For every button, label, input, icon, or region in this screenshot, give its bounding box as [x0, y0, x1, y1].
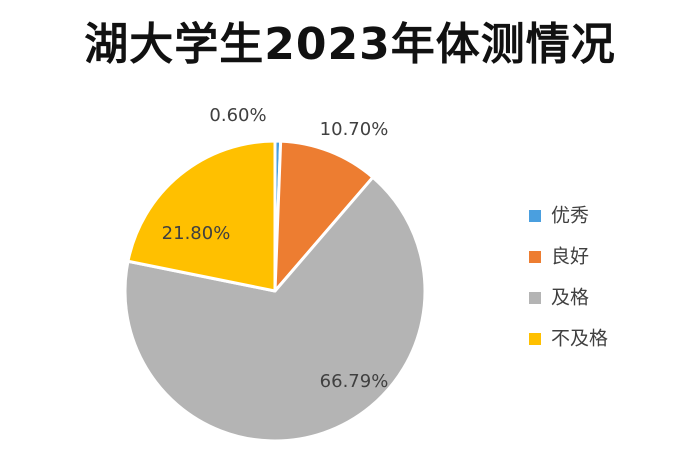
- data-label-2: 10.70%: [320, 119, 389, 140]
- pie-slice-4: [126, 139, 277, 293]
- legend-swatch-3: [529, 292, 541, 304]
- pie-slice-3: [123, 175, 427, 443]
- pie-slice-2: [273, 139, 375, 293]
- data-label-4: 21.80%: [162, 223, 231, 244]
- legend-label-3: 及格: [551, 287, 589, 309]
- legend-swatch-4: [529, 333, 541, 345]
- chart-title: 湖大学生2023年体测情况: [84, 19, 616, 70]
- pie-slices: [123, 139, 427, 443]
- legend-label-2: 良好: [551, 246, 589, 268]
- data-label-1: 0.60%: [209, 105, 266, 126]
- legend-swatch-2: [529, 251, 541, 263]
- legend-label-1: 优秀: [551, 205, 589, 227]
- legend-label-4: 不及格: [551, 328, 608, 350]
- data-labels: 0.60% 10.70% 66.79% 21.80%: [162, 105, 389, 392]
- data-label-3: 66.79%: [320, 371, 389, 392]
- legend-swatch-1: [529, 210, 541, 222]
